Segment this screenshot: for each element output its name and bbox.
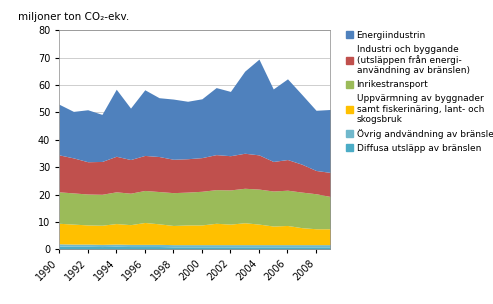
Text: miljoner ton CO₂-ekv.: miljoner ton CO₂-ekv. (19, 12, 130, 22)
Legend: Energiindustrin, Industri och byggande
(utsläppen från energi-
användning av brä: Energiindustrin, Industri och byggande (… (346, 30, 493, 153)
